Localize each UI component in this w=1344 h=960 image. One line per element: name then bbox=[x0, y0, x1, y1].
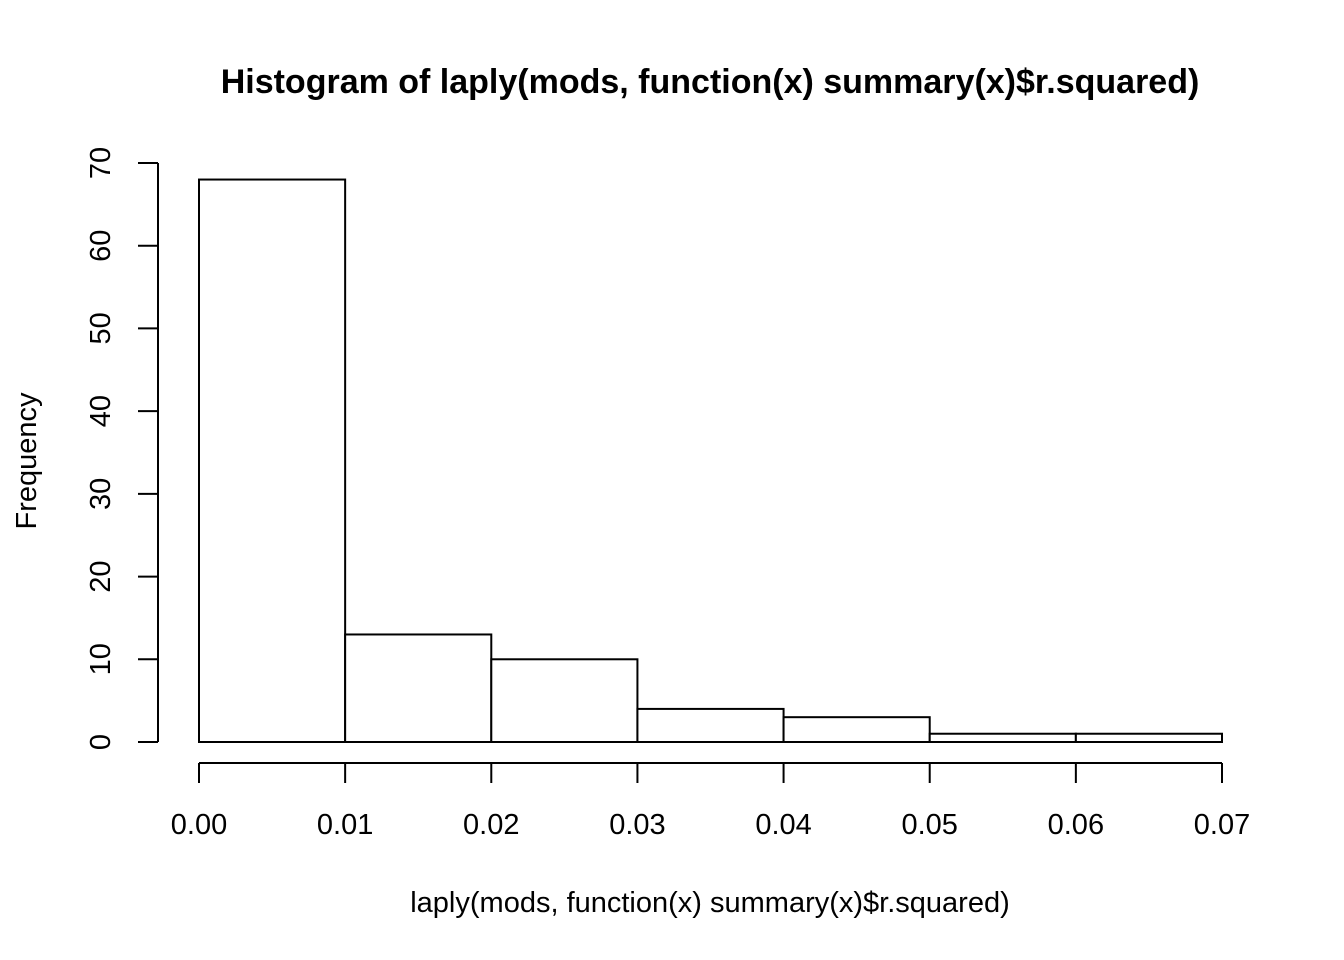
y-tick-label: 60 bbox=[85, 230, 117, 262]
x-tick-label: 0.06 bbox=[1048, 809, 1104, 841]
y-tick-label: 10 bbox=[85, 643, 117, 675]
y-tick-label: 30 bbox=[85, 478, 117, 510]
chart-title: Histogram of laply(mods, function(x) sum… bbox=[221, 63, 1200, 101]
y-tick-label: 70 bbox=[85, 147, 117, 179]
x-tick-label: 0.01 bbox=[317, 809, 373, 841]
histogram-bar-3 bbox=[636, 707, 785, 744]
histogram-bar-4 bbox=[782, 716, 931, 744]
x-axis: 0.00 0.01 0.02 0.03 0.04 0.05 0.06 0.07 bbox=[171, 762, 1250, 841]
y-tick-label: 40 bbox=[85, 395, 117, 427]
x-tick-label: 0.07 bbox=[1194, 809, 1250, 841]
histogram-bar-6 bbox=[1074, 732, 1224, 744]
x-axis-label: laply(mods, function(x) summary(x)$r.squ… bbox=[410, 887, 1010, 919]
y-tick-label: 50 bbox=[85, 312, 117, 344]
histogram-bar-0 bbox=[198, 178, 347, 744]
histogram-bar-1 bbox=[344, 633, 493, 744]
histogram-bar-5 bbox=[928, 732, 1077, 744]
histogram-bars bbox=[198, 178, 1224, 744]
y-axis-label: Frequency bbox=[11, 392, 43, 530]
x-tick-label: 0.00 bbox=[171, 809, 227, 841]
y-tick-label: 20 bbox=[85, 560, 117, 592]
histogram-bar-2 bbox=[490, 658, 639, 743]
x-tick-label: 0.05 bbox=[901, 809, 957, 841]
x-tick-label: 0.04 bbox=[755, 809, 811, 841]
y-axis: 0 10 20 30 40 50 60 70 bbox=[85, 147, 159, 750]
x-tick-label: 0.03 bbox=[609, 809, 665, 841]
y-tick-label: 0 bbox=[85, 734, 117, 750]
x-tick-label: 0.02 bbox=[463, 809, 519, 841]
